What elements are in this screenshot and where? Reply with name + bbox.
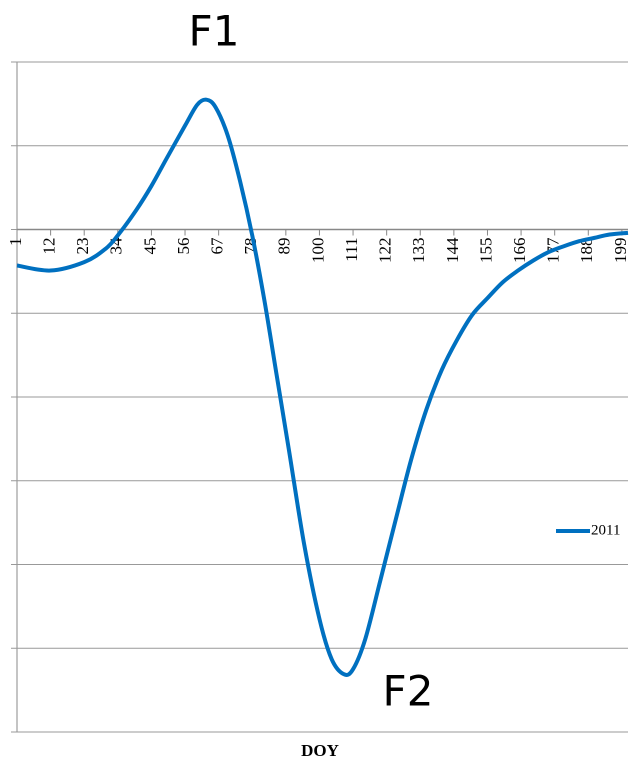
x-tick-label: 166 [510, 238, 529, 264]
x-tick-label: 56 [174, 238, 193, 255]
x-tick-label: 23 [73, 238, 92, 255]
line [16, 97, 629, 677]
x-tick-label: 45 [140, 238, 159, 255]
x-tick-label: 155 [476, 237, 495, 263]
x-tick-label: 100 [308, 238, 327, 264]
annotation: F1 [189, 7, 240, 56]
x-tick-label: 89 [275, 238, 294, 255]
x-tick-label: 122 [376, 238, 395, 264]
x-tick-label: 133 [409, 238, 428, 264]
x-tick-label: 111 [342, 238, 361, 262]
x-axis-title: DOY [301, 741, 339, 760]
x-tick-label: 188 [577, 238, 596, 264]
x-tick-label: 199 [611, 238, 630, 264]
annotation: F2 [383, 667, 434, 716]
x-tick-label: 12 [40, 238, 59, 255]
x-tick-label: 144 [443, 237, 462, 263]
x-tick-label: 1 [6, 238, 25, 247]
legend-label: 2011 [591, 522, 620, 538]
x-tick-label: 67 [208, 237, 227, 255]
